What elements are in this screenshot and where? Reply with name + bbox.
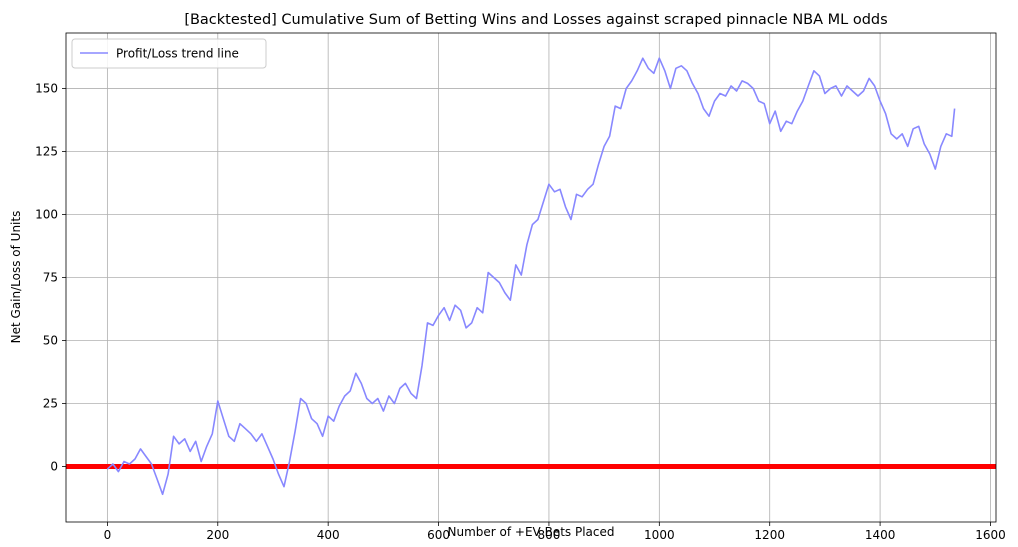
y-tick-label: 50 bbox=[43, 334, 58, 348]
x-tick-label: 800 bbox=[537, 528, 560, 542]
x-axis-ticks: 0 200 400 600 800 1000 1200 1400 1600 bbox=[104, 522, 1006, 542]
y-axis-ticks: 0 25 50 75 100 125 150 bbox=[35, 81, 66, 474]
series-group bbox=[106, 57, 956, 496]
legend: Profit/Loss trend line bbox=[71, 38, 267, 69]
x-tick-label: 1400 bbox=[865, 528, 896, 542]
x-tick-label: 0 bbox=[104, 528, 112, 542]
chart-title: [Backtested] Cumulative Sum of Betting W… bbox=[184, 12, 887, 28]
x-tick-label: 1000 bbox=[644, 528, 675, 542]
x-axis-label: Number of +EV Bets Placed bbox=[448, 525, 615, 539]
x-tick-label: 400 bbox=[317, 528, 340, 542]
x-tick-label: 1200 bbox=[754, 528, 785, 542]
y-tick-label: 125 bbox=[35, 144, 58, 158]
y-axis-label: Net Gain/Loss of Units bbox=[9, 211, 23, 344]
legend-box bbox=[71, 38, 267, 69]
y-tick-label: 150 bbox=[35, 81, 58, 95]
y-tick-label: 25 bbox=[43, 397, 58, 411]
x-tick-label: 600 bbox=[427, 528, 450, 542]
y-tick-label: 0 bbox=[50, 460, 58, 474]
series-line bbox=[106, 57, 956, 496]
x-tick-label: 1600 bbox=[975, 528, 1006, 542]
legend-entry-label: Profit/Loss trend line bbox=[116, 47, 239, 61]
y-tick-label: 100 bbox=[35, 207, 58, 221]
y-tick-label: 75 bbox=[43, 271, 58, 285]
x-tick-label: 200 bbox=[206, 528, 229, 542]
